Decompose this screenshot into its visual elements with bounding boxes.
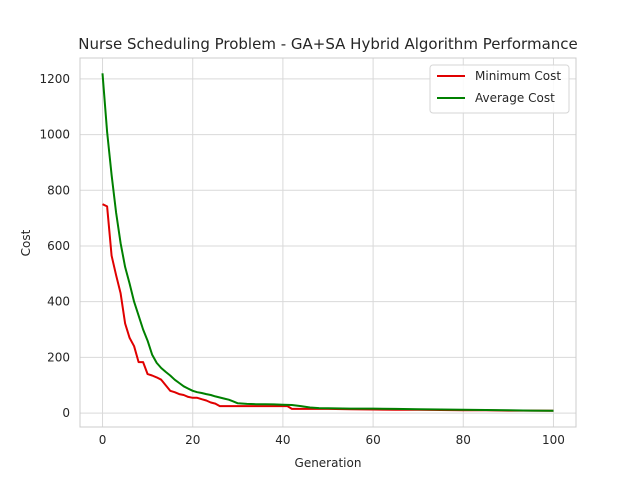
y-tick-label: 200: [47, 350, 70, 364]
series-layer: [101, 73, 554, 412]
plot-frame: [79, 57, 577, 428]
x-tick-label: 100: [542, 433, 565, 447]
x-tick-label: 60: [365, 433, 380, 447]
series-line-average-cost: [101, 73, 554, 412]
legend-label-average-cost: Average Cost: [475, 91, 555, 105]
plot-background: [80, 58, 576, 427]
y-tick-label: 600: [47, 239, 70, 253]
chart-title: Nurse Scheduling Problem - GA+SA Hybrid …: [78, 35, 578, 53]
x-tick-label: 0: [99, 433, 107, 447]
legend: Minimum Cost Average Cost: [429, 64, 570, 114]
x-tick-label: 20: [185, 433, 200, 447]
grid: [80, 58, 576, 427]
x-tick-label: 80: [456, 433, 471, 447]
x-tick-label: 40: [275, 433, 290, 447]
y-axis-label: Cost: [19, 229, 33, 256]
y-tick-label: 0: [62, 406, 70, 420]
y-tick-label: 1000: [39, 128, 70, 142]
legend-label-minimum-cost: Minimum Cost: [475, 69, 561, 83]
y-tick-label: 400: [47, 295, 70, 309]
y-tick-label: 800: [47, 183, 70, 197]
y-tick-label: 1200: [39, 72, 70, 86]
x-axis-label: Generation: [295, 456, 362, 470]
